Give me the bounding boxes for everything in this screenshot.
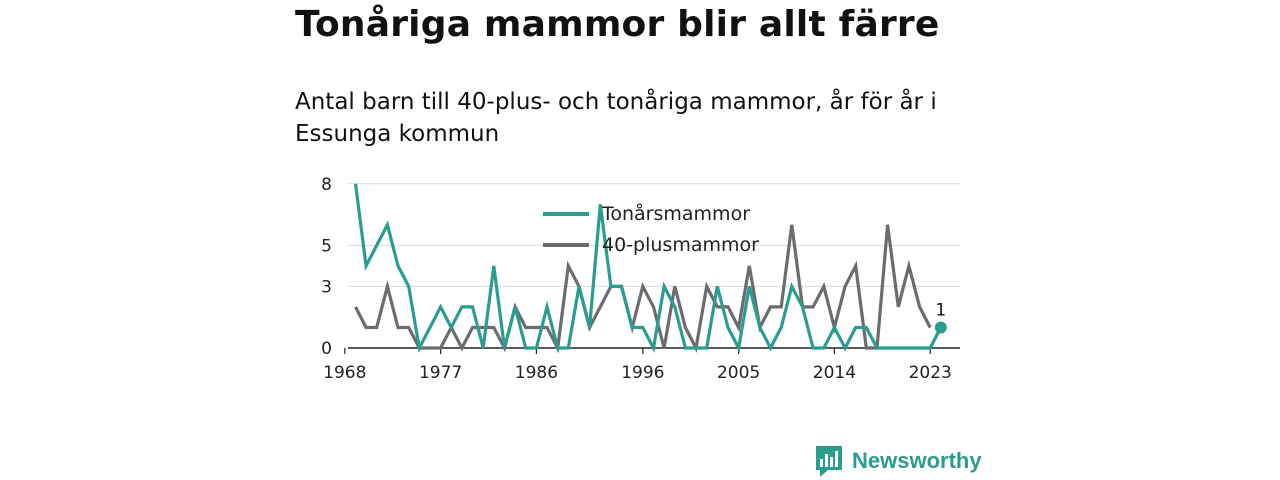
legend-label: 40-plusmammor (602, 234, 759, 256)
last-value-marker (934, 321, 947, 334)
brand-logo: Newsworthy (814, 444, 982, 478)
series-lines (353, 183, 943, 354)
x-tick-label: 1996 (621, 363, 664, 383)
x-tick-label: 1977 (419, 363, 462, 383)
y-tick-label: 8 (321, 175, 332, 195)
legend: Tonårsmammor 40-plusmammor (543, 202, 759, 256)
x-tick-label: 1986 (515, 363, 558, 383)
y-tick-label: 3 (321, 277, 332, 297)
legend-label: Tonårsmammor (601, 202, 750, 225)
x-tick-label: 1968 (323, 363, 366, 383)
y-axis-ticks: 0 3 5 8 (321, 175, 332, 359)
y-tick-label: 0 (321, 339, 332, 359)
y-tick-label: 5 (321, 236, 332, 256)
last-value-label: 1 (935, 300, 946, 320)
x-tick-label: 2014 (813, 363, 856, 383)
annotations: 1 (934, 300, 947, 334)
x-axis-ticks: 1968 1977 1986 1996 2005 2014 2023 (323, 348, 952, 383)
x-tick-label: 2005 (717, 363, 760, 383)
brand-name: Newsworthy (852, 448, 982, 473)
x-tick-label: 2023 (909, 363, 952, 383)
series-line-teen (353, 183, 943, 353)
bar-chart-icon (816, 446, 842, 477)
chart-title: Tonåriga mammor blir allt färre (295, 4, 940, 45)
chart-subtitle: Antal barn till 40-plus- och tonåriga ma… (295, 89, 937, 147)
